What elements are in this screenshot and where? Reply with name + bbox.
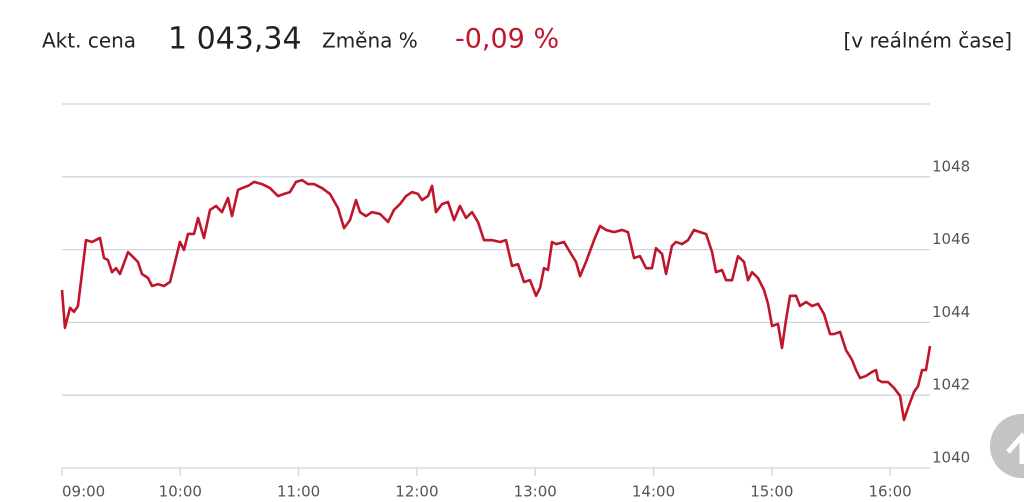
x-tick-label: 13:00 xyxy=(514,483,557,501)
mode: [v reálném čase] xyxy=(844,29,1013,53)
y-tick-label: 1044 xyxy=(932,303,970,321)
change: -0,09 % xyxy=(455,24,559,55)
y-tick-label: 1048 xyxy=(932,157,970,175)
x-tick-label: 11:00 xyxy=(277,483,320,501)
scroll-top-button[interactable] xyxy=(990,414,1024,478)
price-line xyxy=(60,178,932,422)
price-label: Akt. cena xyxy=(42,29,136,53)
arrow-icon[interactable] xyxy=(1006,432,1024,464)
x-tick-label: 16:00 xyxy=(869,483,912,501)
y-tick-label: 1040 xyxy=(932,449,970,467)
x-tick-label: 15:00 xyxy=(750,483,793,501)
x-tick-label: 10:00 xyxy=(159,483,202,501)
button-circle[interactable] xyxy=(990,414,1024,478)
y-tick-label: 1042 xyxy=(932,376,970,394)
x-tick-label: 14:00 xyxy=(632,483,675,501)
x-tick-label: 12:00 xyxy=(395,483,438,501)
y-tick-label: 1046 xyxy=(932,230,970,248)
x-tick-label: 09:00 xyxy=(62,483,105,501)
price: 1 043,34 xyxy=(168,22,302,57)
change-label: Změna % xyxy=(322,29,418,53)
